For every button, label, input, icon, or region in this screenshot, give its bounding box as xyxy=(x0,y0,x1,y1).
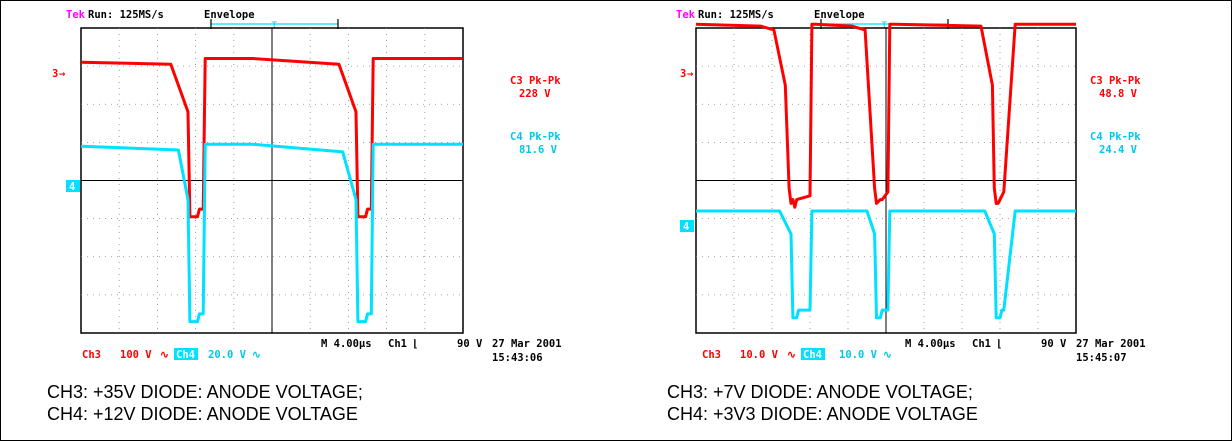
c3-pkpk-value: 48.8 V xyxy=(1099,88,1138,100)
oscilloscope-left: Tek Run: 125MS/s Envelope T 3 → 4 C3 Pk-… xyxy=(26,0,586,380)
trigger-point-marker: T xyxy=(882,21,888,31)
ch4-ground-marker: 4 xyxy=(69,181,75,193)
trigger-source: Ch1 xyxy=(388,338,407,350)
ch3-trace xyxy=(80,57,463,219)
c4-pkpk-label: C4 Pk-Pk xyxy=(1090,131,1141,143)
clock: 15:43:06 xyxy=(492,352,543,364)
ch4-coupling-icon: ∿ xyxy=(252,349,261,361)
c4-pkpk-value: 81.6 V xyxy=(519,144,558,156)
ch4-coupling-icon: ∿ xyxy=(883,349,892,361)
c4-pkpk-value: 24.4 V xyxy=(1099,144,1138,156)
ch3-ground-marker: 3 xyxy=(52,68,58,80)
c3-pkpk-label: C3 Pk-Pk xyxy=(1090,75,1141,87)
date: 27 Mar 2001 xyxy=(492,338,562,350)
ch4-label-box xyxy=(174,348,198,360)
timebase: M 4.00µs xyxy=(905,338,956,350)
ch4-ground-marker-box xyxy=(66,180,80,192)
ch3-marker-arrow: → xyxy=(687,68,693,80)
trigger-slope-icon: ⌊ xyxy=(996,338,1002,350)
graticule xyxy=(695,27,1077,334)
ch3-label: Ch3 xyxy=(82,349,101,361)
run-rate: Run: 125MS/s xyxy=(698,9,774,21)
caption-left-line-2: CH4: +12V DIODE: ANODE VOLTAGE xyxy=(47,404,358,424)
ch3-scale: 100 V xyxy=(120,349,152,361)
trigger-level: 90 V xyxy=(457,338,483,350)
timebase: M 4.00µs xyxy=(321,338,372,350)
ch3-coupling-icon: ∿ xyxy=(787,349,796,361)
ch4-scale: 20.0 V xyxy=(208,349,247,361)
acq-mode: Envelope xyxy=(814,9,865,21)
c3-pkpk-label: C3 Pk-Pk xyxy=(510,75,561,87)
caption-right-line-1: CH3: +7V DIODE: ANODE VOLTAGE; xyxy=(667,382,973,402)
caption-right: CH3: +7V DIODE: ANODE VOLTAGE; CH4: +3V3… xyxy=(667,381,978,425)
ch4-ground-marker-box xyxy=(680,220,694,232)
ch3-ground-marker: 3 xyxy=(680,68,686,80)
ch4-label: Ch4 xyxy=(176,349,195,361)
oscilloscope-right: Tek Run: 125MS/s Envelope T 3 → 4 C3 Pk-… xyxy=(646,0,1206,380)
tek-brand: Tek xyxy=(66,9,86,21)
caption-left: CH3: +35V DIODE: ANODE VOLTAGE; CH4: +12… xyxy=(47,381,363,425)
ch3-label: Ch3 xyxy=(702,349,721,361)
ch3-marker-arrow: → xyxy=(59,68,65,80)
c4-pkpk-label: C4 Pk-Pk xyxy=(510,131,561,143)
caption-left-line-1: CH3: +35V DIODE: ANODE VOLTAGE; xyxy=(47,382,363,402)
run-rate: Run: 125MS/s xyxy=(88,9,164,21)
c3-pkpk-value: 228 V xyxy=(519,88,551,100)
clock: 15:45:07 xyxy=(1076,352,1127,364)
ch3-coupling-icon: ∿ xyxy=(160,349,169,361)
traces xyxy=(80,57,463,324)
ch4-label-box xyxy=(801,348,825,360)
ch4-trace xyxy=(80,142,463,324)
scope-left-svg: Tek Run: 125MS/s Envelope T 3 → 4 C3 Pk-… xyxy=(52,9,562,364)
tek-brand: Tek xyxy=(676,9,696,21)
ch3-scale: 10.0 V xyxy=(740,349,779,361)
trigger-slope-icon: ⌊ xyxy=(412,338,418,350)
trigger-point-marker: T xyxy=(272,21,278,31)
ch4-scale: 10.0 V xyxy=(839,349,878,361)
trigger-source: Ch1 xyxy=(972,338,991,350)
caption-right-line-2: CH4: +3V3 DIODE: ANODE VOLTAGE xyxy=(667,404,978,424)
ch3-trace xyxy=(695,22,1076,209)
acq-mode: Envelope xyxy=(204,9,255,21)
ch4-trace xyxy=(696,209,1076,320)
traces xyxy=(695,22,1076,320)
trigger-level: 90 V xyxy=(1041,338,1067,350)
ch4-label: Ch4 xyxy=(803,349,822,361)
graticule xyxy=(80,27,464,334)
ch4-ground-marker: 4 xyxy=(683,221,689,233)
scope-right-svg: Tek Run: 125MS/s Envelope T 3 → 4 C3 Pk-… xyxy=(676,9,1146,364)
date: 27 Mar 2001 xyxy=(1076,338,1146,350)
